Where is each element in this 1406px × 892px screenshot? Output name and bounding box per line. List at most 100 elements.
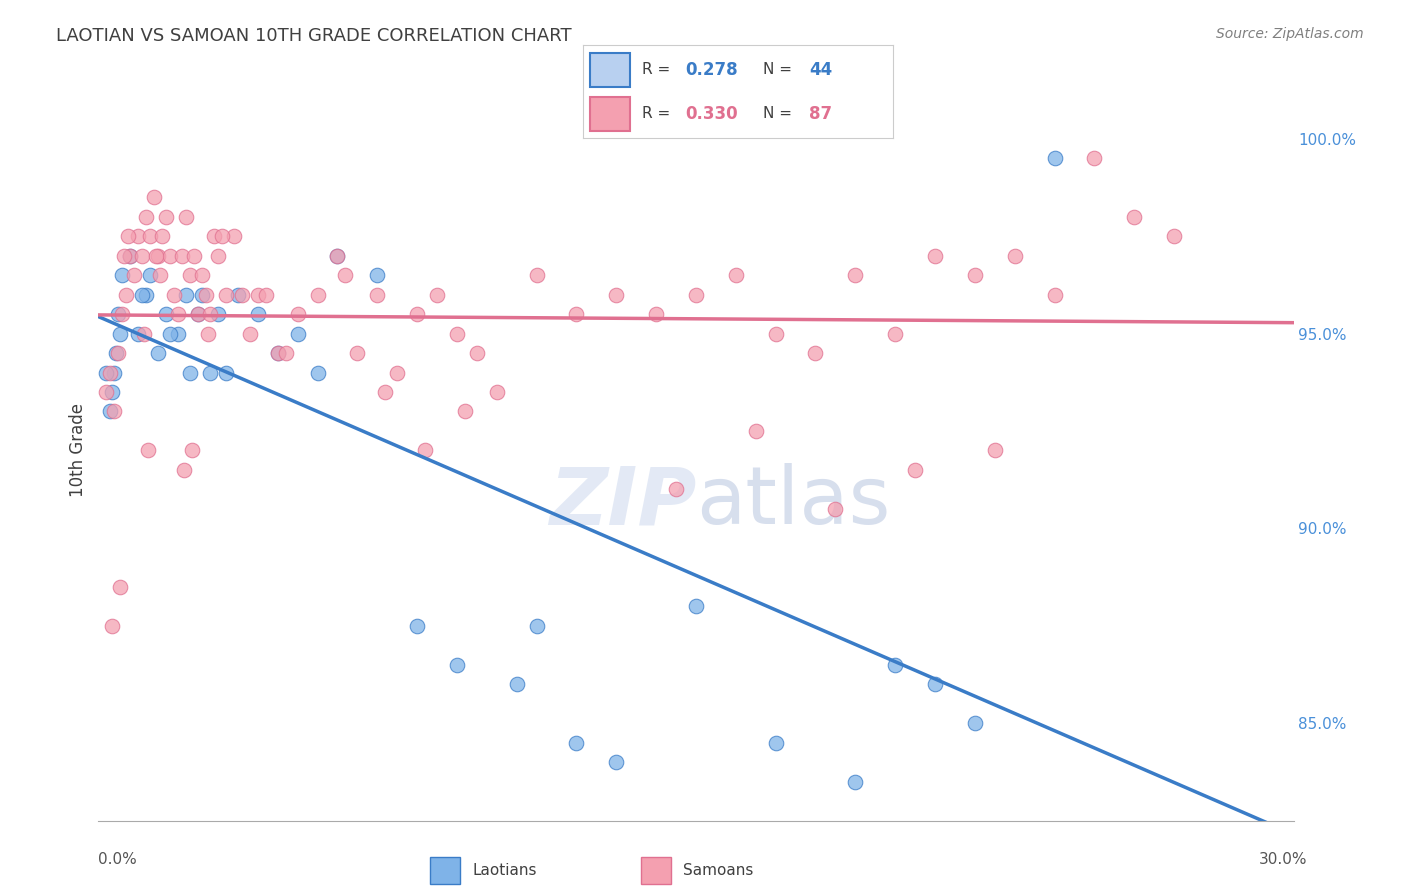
Point [1043,287,1066,301]
Text: N =: N = [763,106,797,121]
Point [1043,151,1066,165]
Point [307,287,329,301]
Point [172,249,194,263]
Point [326,249,349,263]
Point [446,326,468,341]
Point [413,443,436,458]
Point [211,229,233,244]
Point [454,404,477,418]
Point [984,443,1007,458]
Point [96,384,118,399]
Text: 0.278: 0.278 [686,61,738,78]
Point [135,287,157,301]
Point [1163,229,1185,244]
Point [645,307,668,321]
Point [1123,210,1146,224]
Point [1004,249,1026,263]
Point [101,619,124,633]
Point [139,229,162,244]
Point [824,502,846,516]
Text: N =: N = [763,62,797,78]
Point [115,287,138,301]
Point [685,287,707,301]
Point [183,249,205,263]
Text: R =: R = [643,106,675,121]
Point [103,366,125,380]
Point [131,249,153,263]
Text: R =: R = [643,62,675,78]
Point [446,657,468,672]
Point [150,229,173,244]
Point [222,229,245,244]
Point [107,346,129,360]
Point [112,249,135,263]
Point [246,307,269,321]
Point [105,346,128,360]
Point [107,307,129,321]
Point [765,736,787,750]
Point [366,268,388,282]
Point [179,366,201,380]
Text: 87: 87 [810,105,832,123]
Point [226,287,249,301]
Point [167,326,190,341]
Bar [430,857,460,884]
Point [385,366,409,380]
Bar [641,857,671,884]
Point [179,268,201,282]
FancyBboxPatch shape [589,53,630,87]
Point [167,307,190,321]
Point [202,229,225,244]
Point [134,326,156,341]
Point [111,307,134,321]
Point [197,326,219,341]
Point [155,307,177,321]
Point [745,424,768,438]
Point [465,346,488,360]
Text: Source: ZipAtlas.com: Source: ZipAtlas.com [1216,27,1364,41]
Point [346,346,368,360]
Point [374,384,396,399]
Point [565,736,588,750]
Point [110,580,132,594]
Point [110,326,132,341]
Point [127,229,149,244]
Point [120,249,142,263]
Point [174,287,197,301]
Point [884,657,907,672]
Point [287,307,309,321]
Point [724,268,747,282]
Text: 30.0%: 30.0% [1260,852,1308,867]
Text: 0.0%: 0.0% [98,852,138,867]
Point [149,268,172,282]
Point [366,287,388,301]
Point [148,346,170,360]
Point [326,249,349,263]
Point [565,307,588,321]
Point [526,268,548,282]
Point [187,307,209,321]
Point [191,287,214,301]
Point [159,326,181,341]
Point [98,366,122,380]
Point [191,268,214,282]
Point [120,249,142,263]
Point [181,443,204,458]
Point [131,287,153,301]
Point [143,190,166,204]
Point [963,268,986,282]
Point [198,366,221,380]
Point [187,307,209,321]
Text: LAOTIAN VS SAMOAN 10TH GRADE CORRELATION CHART: LAOTIAN VS SAMOAN 10TH GRADE CORRELATION… [56,27,572,45]
Point [231,287,253,301]
Point [307,366,329,380]
Point [526,619,548,633]
Point [254,287,277,301]
Point [1083,151,1105,165]
Point [198,307,221,321]
Point [101,384,124,399]
Point [406,619,429,633]
Text: Laotians: Laotians [472,863,537,878]
Point [103,404,125,418]
Point [155,210,177,224]
